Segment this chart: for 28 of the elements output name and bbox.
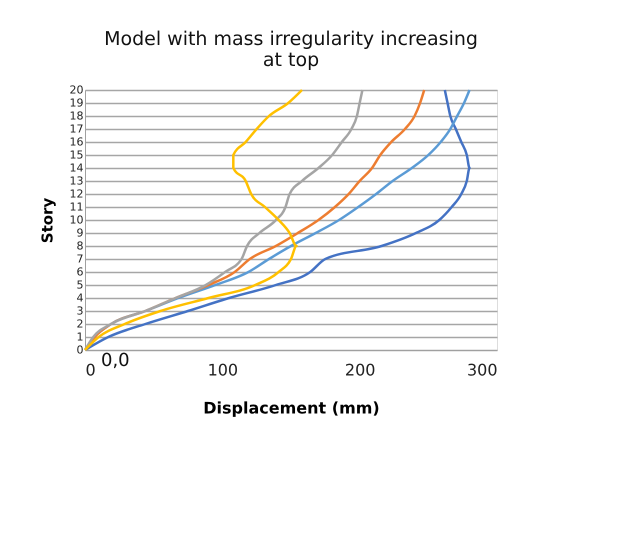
y-tick-label: 18: [70, 110, 84, 122]
y-tick-label: 6: [76, 266, 84, 278]
y-tick-label: 8: [76, 240, 84, 252]
y-tick-label: 19: [70, 96, 84, 110]
x-tick-label: 200: [344, 360, 376, 380]
x-tick-label: 300: [466, 360, 498, 380]
y-tick-label: 10: [70, 214, 84, 226]
y-tick-label: 15: [70, 148, 84, 162]
y-tick-label: 16: [70, 136, 84, 148]
y-tick-label: 0: [76, 344, 84, 356]
y-tick-label: 4: [76, 292, 84, 304]
x-tick-label: 100: [208, 360, 238, 380]
y-tick-label: 11: [70, 200, 84, 214]
y-tick-label: 3: [76, 304, 84, 318]
y-tick-label: 9: [76, 226, 84, 240]
chart-title: Model with mass irregularity increasing at top: [104, 28, 478, 71]
y-tick-label: 1: [76, 330, 84, 344]
y-axis-title: Story: [38, 198, 57, 244]
x-axis-title: Displacement (mm): [203, 398, 380, 418]
y-tick-label: 12: [70, 188, 84, 200]
y-tick-label: 2: [76, 318, 84, 330]
y-tick-label: 13: [70, 174, 84, 188]
y-tick-label: 20: [70, 84, 84, 96]
y-tick-label: 5: [76, 278, 84, 292]
y-tick-label: 17: [70, 122, 84, 136]
annotation: 0,0: [101, 350, 130, 371]
y-tick-label: 7: [76, 252, 84, 266]
y-tick-label: 14: [70, 162, 84, 174]
